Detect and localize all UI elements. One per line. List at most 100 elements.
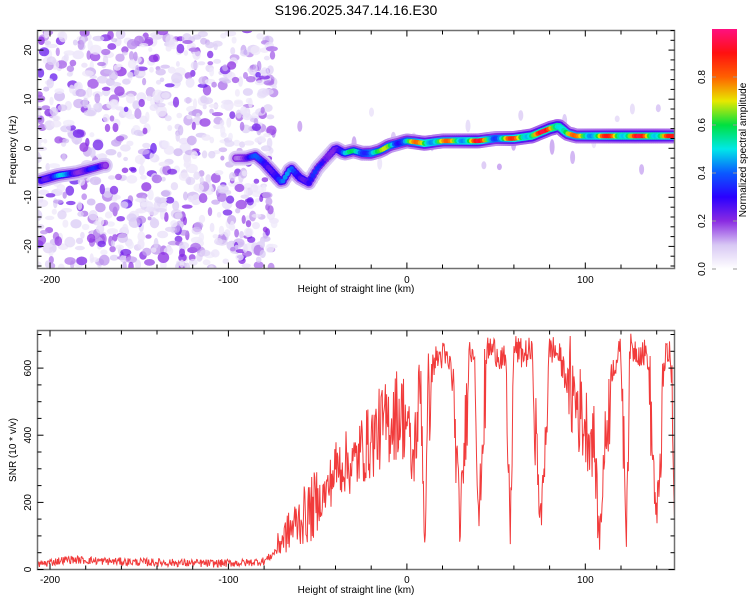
noise-blob xyxy=(230,246,236,252)
noise-blob xyxy=(86,50,91,60)
noise-blob xyxy=(155,68,166,76)
noise-blob xyxy=(122,223,129,235)
noise-blob xyxy=(155,102,166,108)
noise-blob xyxy=(260,67,269,77)
noise-blob xyxy=(125,256,138,264)
noise-blob xyxy=(183,191,188,201)
noise-blob xyxy=(222,64,229,72)
noise-blob xyxy=(89,253,94,264)
colorbar-tick-label: 0.4 xyxy=(697,166,708,180)
noise-blob xyxy=(183,216,187,226)
spectrogram-y-ticks: -20 -10 0 10 20 xyxy=(23,30,675,267)
spectrogram-x-label: Height of straight line (km) xyxy=(298,284,415,295)
spectrogram-frame xyxy=(36,29,676,270)
noise-blob xyxy=(209,222,215,233)
noise-blob xyxy=(211,81,217,88)
noise-blob xyxy=(263,104,273,112)
noise-blob xyxy=(129,51,134,61)
noise-blob xyxy=(94,93,101,104)
noise-blob xyxy=(259,238,266,248)
noise-blob xyxy=(265,243,275,253)
noise-blob xyxy=(167,66,176,74)
noise-blob xyxy=(175,61,180,67)
noise-blob xyxy=(115,30,126,40)
snr-y-label: SNR (10 * v/v) xyxy=(8,418,19,482)
noise-blob xyxy=(87,78,99,89)
noise-blob xyxy=(134,154,146,165)
colorbar: 0.0 0.2 0.4 0.6 0.8 Normalized spectral ampl… xyxy=(697,29,749,276)
noise-blob xyxy=(261,177,269,183)
noise-blob xyxy=(160,261,167,269)
noise-blob xyxy=(496,163,502,171)
noise-blob xyxy=(256,33,264,40)
noise-blob xyxy=(239,141,246,148)
noise-blob xyxy=(158,161,170,167)
noise-blob xyxy=(245,97,252,104)
noise-blob xyxy=(149,66,154,73)
noise-blob xyxy=(115,53,125,62)
noise-blob xyxy=(107,43,117,50)
noise-blob xyxy=(233,139,241,147)
noise-blob xyxy=(208,265,214,269)
noise-blob xyxy=(95,153,108,159)
noise-blob xyxy=(198,232,205,242)
noise-blob xyxy=(46,56,57,65)
noise-blob xyxy=(259,249,266,259)
noise-blob xyxy=(271,84,277,90)
noise-blob xyxy=(43,138,48,144)
noise-blob xyxy=(193,171,201,180)
noise-blob xyxy=(48,256,54,264)
chart-title: S196.2025.347.14.16.E30 xyxy=(275,2,438,18)
noise-blob xyxy=(88,210,98,221)
noise-blob xyxy=(50,263,56,269)
noise-blob xyxy=(38,47,50,57)
noise-blob xyxy=(46,78,54,89)
noise-blob xyxy=(52,115,61,122)
noise-blob xyxy=(81,193,87,200)
noise-blob xyxy=(106,228,119,235)
noise-blob xyxy=(121,46,129,54)
noise-blob xyxy=(465,119,471,133)
noise-blob xyxy=(111,99,119,108)
spectrogram-x-ticks: -200 -100 0 100 xyxy=(40,30,658,286)
noise-blob xyxy=(134,108,142,120)
noise-blob xyxy=(133,51,138,62)
noise-blob xyxy=(95,216,105,227)
noise-blob xyxy=(192,98,198,109)
noise-blob xyxy=(77,201,83,210)
y-tick-label: 200 xyxy=(23,494,34,511)
noise-blob xyxy=(106,221,115,227)
noise-blob xyxy=(171,72,183,84)
noise-blob xyxy=(245,220,252,228)
ridge-cell xyxy=(284,171,290,177)
noise-blob xyxy=(260,106,265,114)
noise-blob xyxy=(253,261,264,269)
noise-blob xyxy=(174,212,183,220)
noise-blob xyxy=(44,40,52,46)
noise-blob xyxy=(70,219,82,229)
noise-blob xyxy=(37,235,47,245)
y-tick-label: 400 xyxy=(23,426,34,443)
noise-blob xyxy=(136,208,144,214)
y-tick-label: -20 xyxy=(23,239,34,254)
noise-blob xyxy=(195,112,201,119)
noise-blob xyxy=(160,190,171,197)
snr-y-ticks: 0 200 400 600 xyxy=(23,334,675,572)
noise-blob xyxy=(117,151,122,158)
ridge-cell xyxy=(280,178,286,184)
noise-blob xyxy=(151,217,157,225)
noise-blob xyxy=(655,104,661,113)
noise-blob xyxy=(66,123,71,133)
noise-blob xyxy=(57,210,67,220)
noise-blob xyxy=(109,254,119,261)
noise-blob xyxy=(231,36,237,44)
noise-blob xyxy=(256,60,262,72)
noise-blob xyxy=(209,108,214,114)
noise-blob xyxy=(245,228,253,238)
noise-blob xyxy=(77,39,85,50)
noise-blob xyxy=(122,78,131,85)
noise-blob xyxy=(220,33,227,39)
noise-blob xyxy=(246,76,256,83)
noise-blob xyxy=(164,226,176,232)
noise-blob xyxy=(261,88,274,96)
